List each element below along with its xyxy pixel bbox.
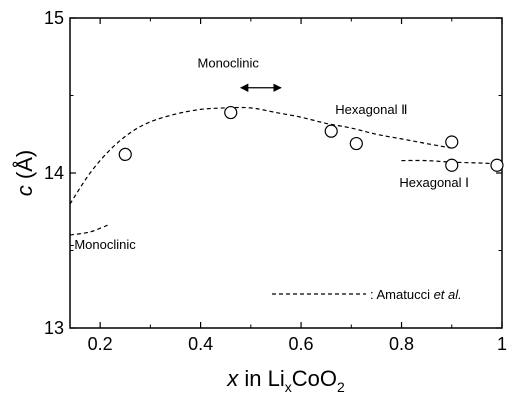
data-point bbox=[118, 147, 132, 161]
x-axis-label-rest: in Li bbox=[238, 366, 284, 391]
y-axis-label-var: c bbox=[12, 185, 37, 196]
annotation: Hexagonal Ⅰ bbox=[399, 175, 469, 190]
dashed-curve bbox=[69, 106, 452, 205]
y-axis-label-unit: (Å) bbox=[12, 150, 37, 185]
legend-label-prefix: : Amatucci bbox=[370, 287, 434, 302]
x-axis-label: x in LixCoO2 bbox=[226, 366, 345, 393]
data-point bbox=[445, 158, 459, 172]
x-axis-ticks: 0.2 0.4 0.6 0.8 1 bbox=[88, 18, 507, 354]
x-tick-label: 0.2 bbox=[88, 334, 113, 354]
data-points bbox=[118, 105, 504, 172]
dashed-curves bbox=[69, 106, 498, 236]
annotation: Hexagonal Ⅱ bbox=[335, 102, 407, 117]
x-axis-label-sub1: x bbox=[285, 379, 292, 393]
y-axis-ticks: 13 14 15 bbox=[44, 8, 502, 338]
x-axis-label-sub2: 2 bbox=[337, 379, 345, 393]
annotations: Monoclinic Hexagonal Ⅱ Hexagonal Ⅰ -Monocli… bbox=[70, 56, 469, 252]
plot-frame bbox=[69, 17, 503, 329]
y-tick-label: 13 bbox=[44, 318, 64, 338]
annotation: -Monoclinic bbox=[70, 237, 136, 252]
data-point bbox=[324, 124, 338, 138]
x-tick-label: 0.4 bbox=[188, 334, 213, 354]
y-tick-label: 14 bbox=[44, 163, 64, 183]
x-tick-label: 0.8 bbox=[389, 334, 414, 354]
legend: : Amatucci et al. bbox=[272, 287, 462, 302]
x-axis-label-var: x bbox=[226, 366, 239, 391]
data-point bbox=[349, 136, 363, 151]
legend-label: : Amatucci et al. bbox=[370, 287, 462, 302]
y-axis-label: c (Å) bbox=[12, 150, 37, 196]
legend-label-italic: et al. bbox=[434, 287, 462, 302]
data-point bbox=[490, 158, 504, 172]
x-axis-label-mid: CoO bbox=[292, 366, 337, 391]
data-point bbox=[445, 135, 459, 149]
annotation: Monoclinic bbox=[198, 56, 260, 71]
x-tick-label: 0.6 bbox=[289, 334, 314, 354]
x-tick-label: 1 bbox=[497, 334, 507, 354]
data-point bbox=[224, 105, 238, 120]
y-tick-label: 15 bbox=[44, 8, 64, 28]
dashed-curve bbox=[69, 223, 111, 236]
